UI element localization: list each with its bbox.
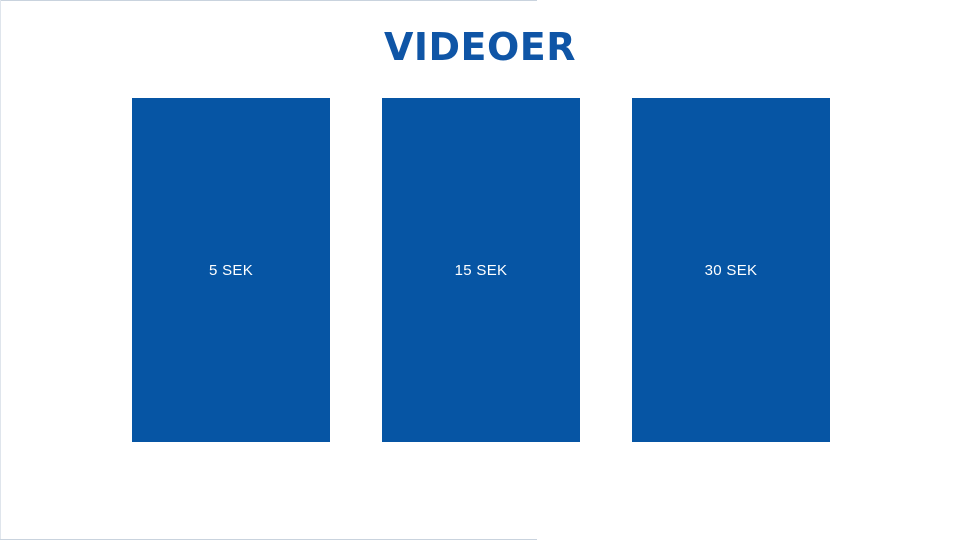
video-tile-label: 15 SEK [454, 261, 508, 279]
slide-title: VIDEOER [383, 25, 577, 69]
slide-top-edge [0, 0, 537, 1]
video-tile-5-sek[interactable]: 5 SEK [132, 98, 330, 442]
video-tile-15-sek[interactable]: 15 SEK [382, 98, 580, 442]
video-tile-label: 5 SEK [208, 261, 254, 279]
slide-left-edge [0, 0, 1, 540]
video-tile-label: 30 SEK [704, 261, 758, 279]
video-tile-30-sek[interactable]: 30 SEK [632, 98, 830, 442]
